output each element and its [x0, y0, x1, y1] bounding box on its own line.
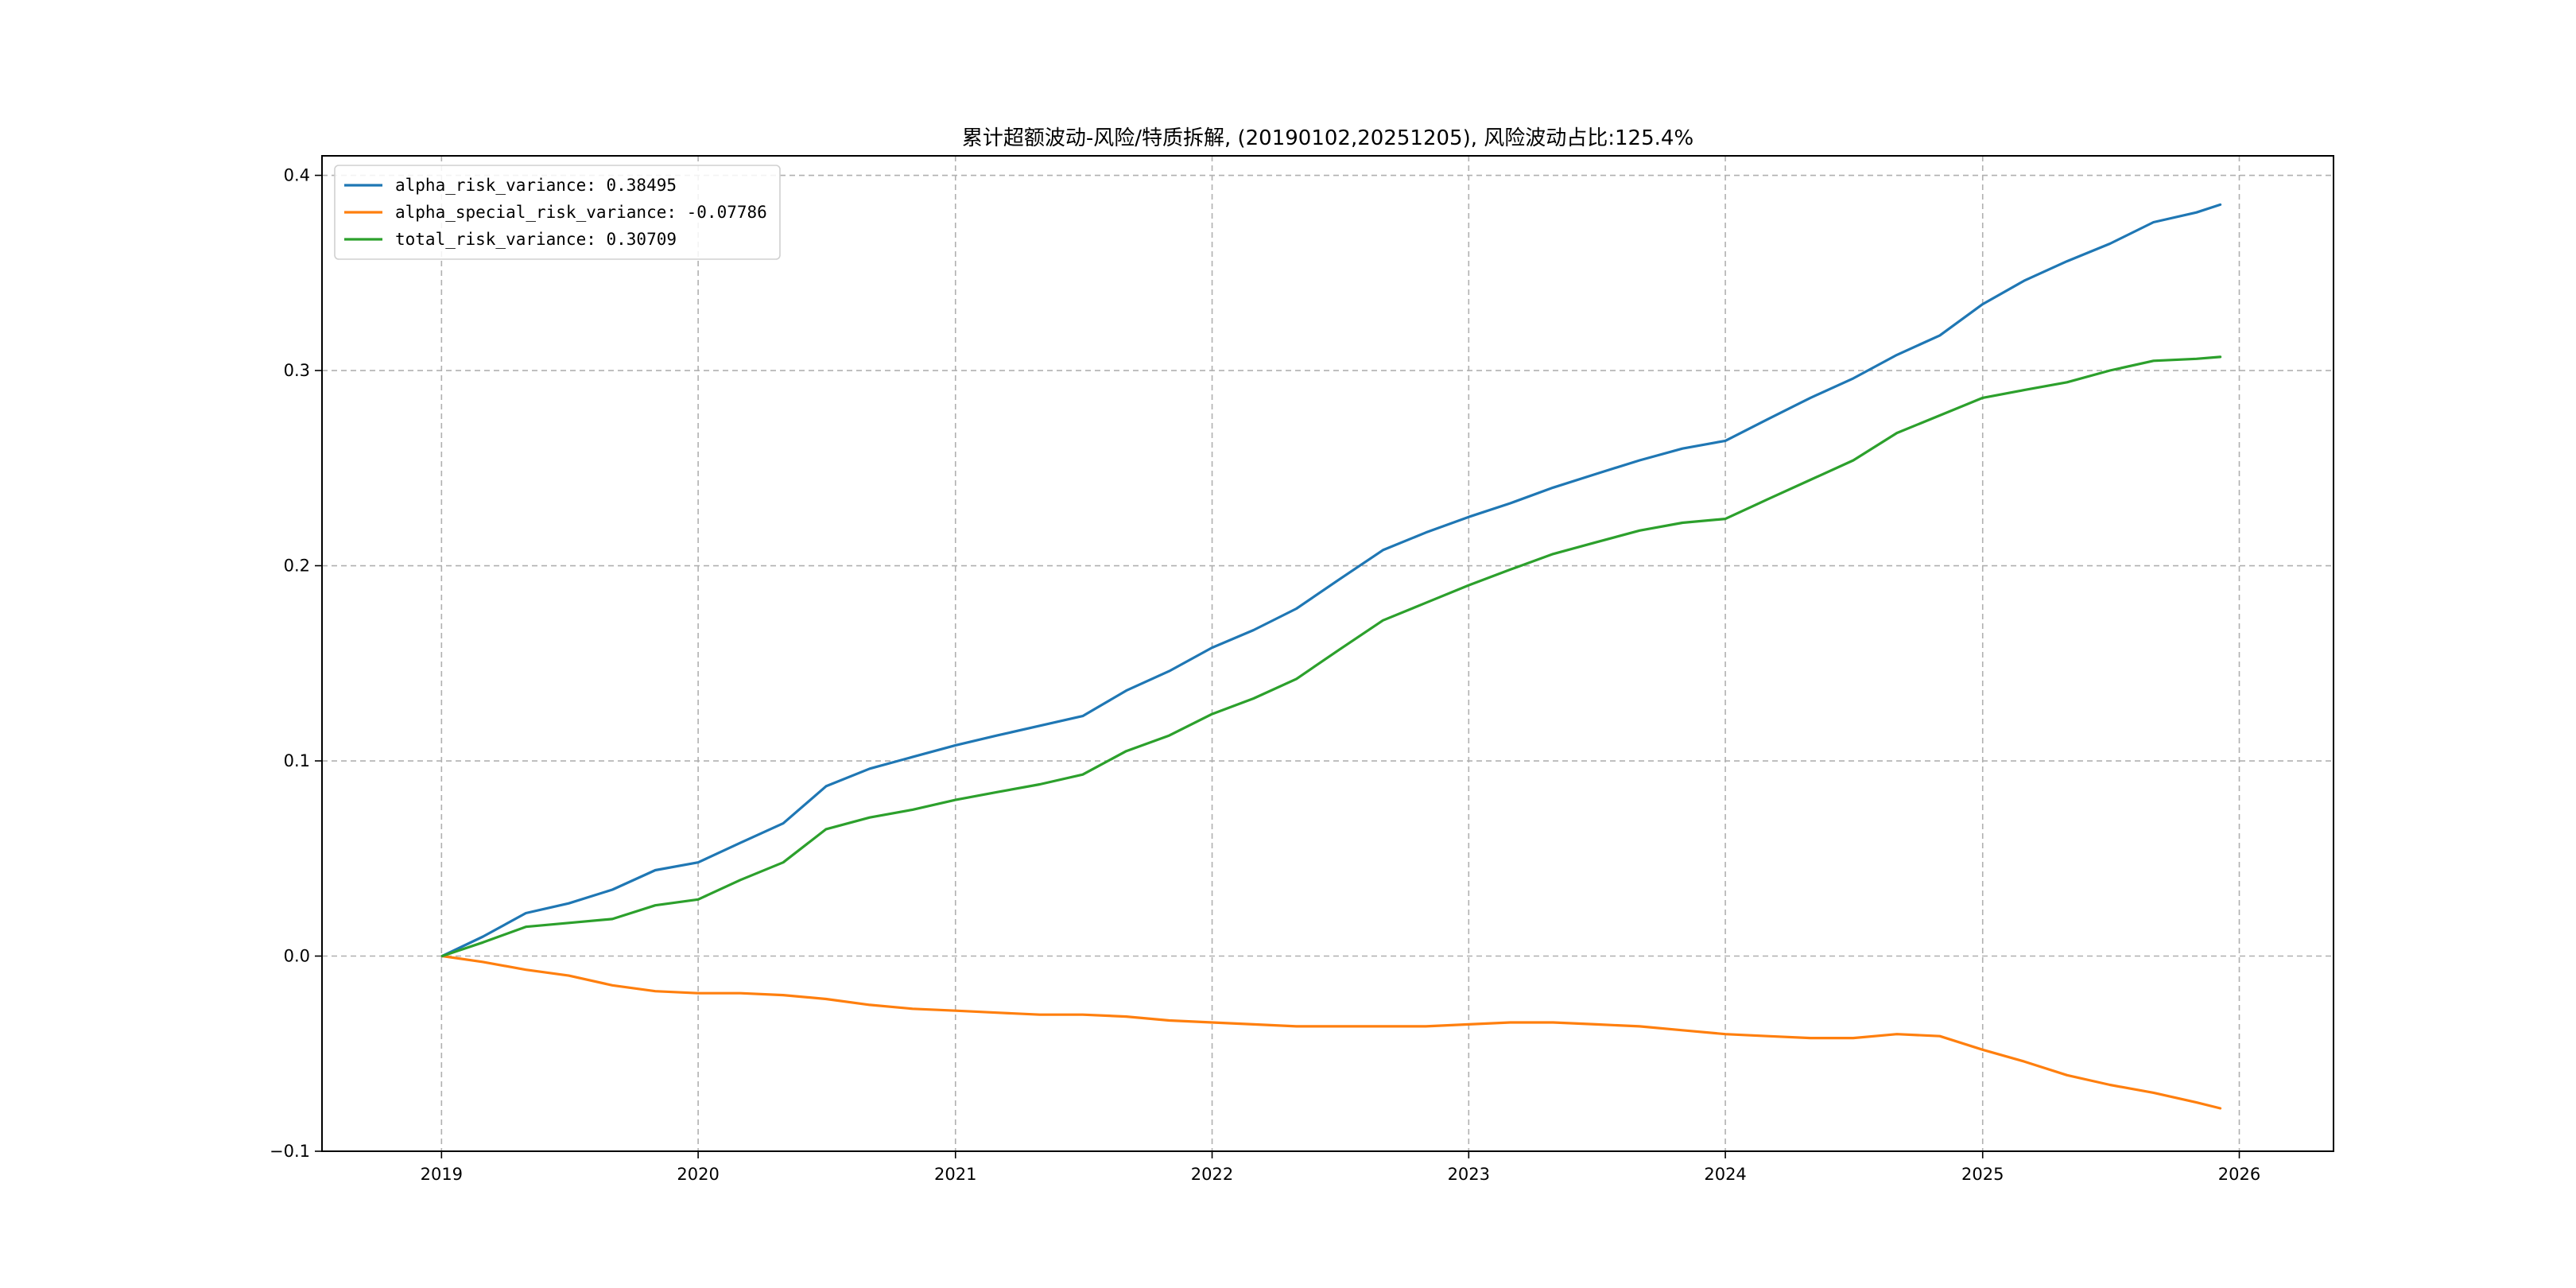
x-tick-label: 2025	[1961, 1165, 2004, 1184]
series-line-3	[440, 355, 2222, 958]
y-tick-label: 0.3	[284, 361, 310, 380]
x-tick-label: 2021	[934, 1165, 976, 1184]
y-tick-label: 0.2	[284, 557, 310, 576]
axes-frame	[321, 155, 2334, 1152]
legend-label-3: total_risk_variance: 0.30709	[395, 230, 677, 249]
series-line-1	[440, 203, 2222, 958]
chart-title: 累计超额波动-风险/特质拆解, (20190102,20251205), 风险波…	[962, 126, 1693, 150]
x-tick-label: 2022	[1191, 1165, 1233, 1184]
x-tick-label: 2020	[677, 1165, 719, 1184]
series-lines	[440, 203, 2222, 1110]
x-tick-label: 2026	[2218, 1165, 2260, 1184]
x-tick-label: 2024	[1704, 1165, 1746, 1184]
legend: alpha_risk_variance: 0.38495 alpha_specia…	[334, 165, 781, 260]
y-tick-label: 0.0	[284, 947, 310, 966]
legend-label-1: alpha_risk_variance: 0.38495	[395, 176, 677, 195]
y-tick-label: −0.1	[270, 1142, 310, 1161]
x-tick-label: 2023	[1448, 1165, 1490, 1184]
y-tick-label: 0.1	[284, 751, 310, 770]
legend-label-2: alpha_special_risk_variance: -0.07786	[395, 203, 767, 222]
x-tick-label: 2019	[421, 1165, 463, 1184]
series-line-2	[440, 954, 2222, 1110]
y-tick-label: 0.4	[284, 166, 310, 185]
axis-ticks: 2019 2020 2021 2022 2023 2024 2025 2026 −0.1 0.0 0…	[270, 166, 2260, 1184]
legend-box	[334, 165, 781, 260]
